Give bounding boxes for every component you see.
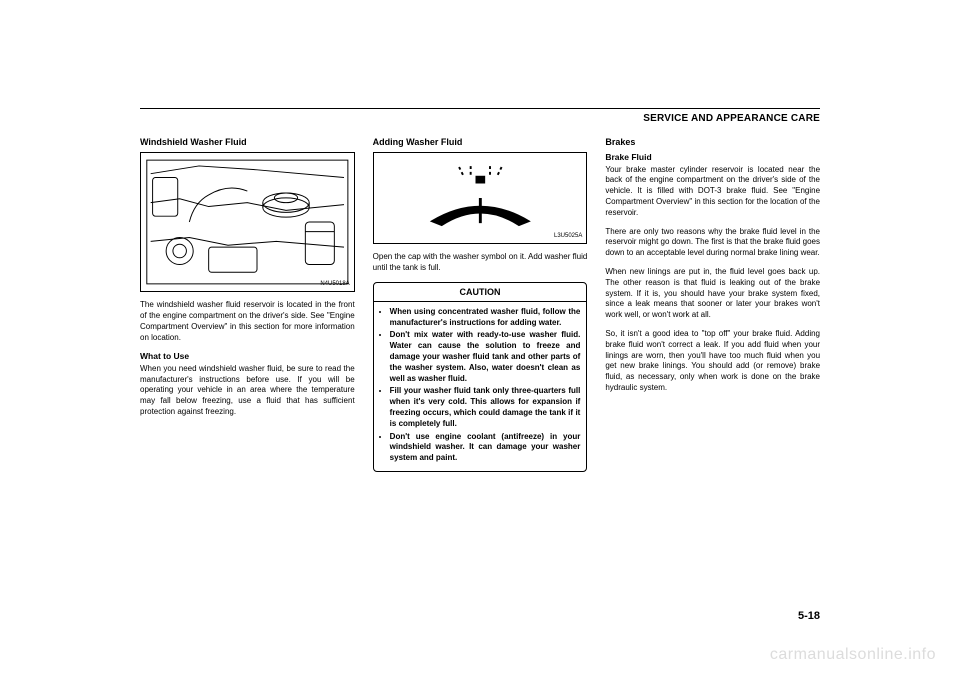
caution-item: When using concentrated washer fluid, fo…	[390, 307, 581, 329]
col1-subheading: What to Use	[140, 351, 355, 362]
col3-para4: So, it isn't a good idea to "top off" yo…	[605, 329, 820, 394]
col3-para2: There are only two reasons why the brake…	[605, 227, 820, 259]
col3-para1: Your brake master cylinder reservoir is …	[605, 165, 820, 219]
figure1-label: N4U5018A	[320, 280, 349, 288]
manual-page: SERVICE AND APPEARANCE CARE Windshield W…	[140, 108, 820, 578]
column-3: Brakes Brake Fluid Your brake master cyl…	[605, 136, 820, 472]
header-rule	[140, 108, 820, 109]
col3-para3: When new linings are put in, the fluid l…	[605, 267, 820, 321]
caution-item: Don't use engine coolant (antifreeze) in…	[390, 432, 581, 464]
caution-title: CAUTION	[374, 283, 587, 302]
section-header: SERVICE AND APPEARANCE CARE	[140, 113, 820, 124]
col1-para1: The windshield washer fluid reservoir is…	[140, 300, 355, 343]
col3-heading: Brakes	[605, 136, 820, 148]
caution-item: Fill your washer fluid tank only three-q…	[390, 386, 581, 429]
figure2-label: L3U5025A	[554, 232, 582, 240]
col1-heading: Windshield Washer Fluid	[140, 136, 355, 148]
col3-subheading: Brake Fluid	[605, 152, 820, 163]
column-2: Adding Washer Fluid	[373, 136, 588, 472]
col1-para2: When you need windshield washer fluid, b…	[140, 364, 355, 418]
caution-body: When using concentrated washer fluid, fo…	[374, 302, 587, 471]
col2-para1: Open the cap with the washer symbol on i…	[373, 252, 588, 274]
column-1: Windshield Washer Fluid	[140, 136, 355, 472]
watermark: carmanualsonline.info	[770, 646, 936, 664]
columns: Windshield Washer Fluid	[140, 136, 820, 472]
col2-heading: Adding Washer Fluid	[373, 136, 588, 148]
figure-washer-symbol: L3U5025A	[373, 152, 588, 244]
figure-engine-reservoir: N4U5018A	[140, 152, 355, 292]
caution-list: When using concentrated washer fluid, fo…	[380, 307, 581, 464]
caution-box: CAUTION When using concentrated washer f…	[373, 282, 588, 472]
caution-item: Don't mix water with ready-to-use washer…	[390, 330, 581, 384]
page-number: 5-18	[798, 610, 820, 622]
